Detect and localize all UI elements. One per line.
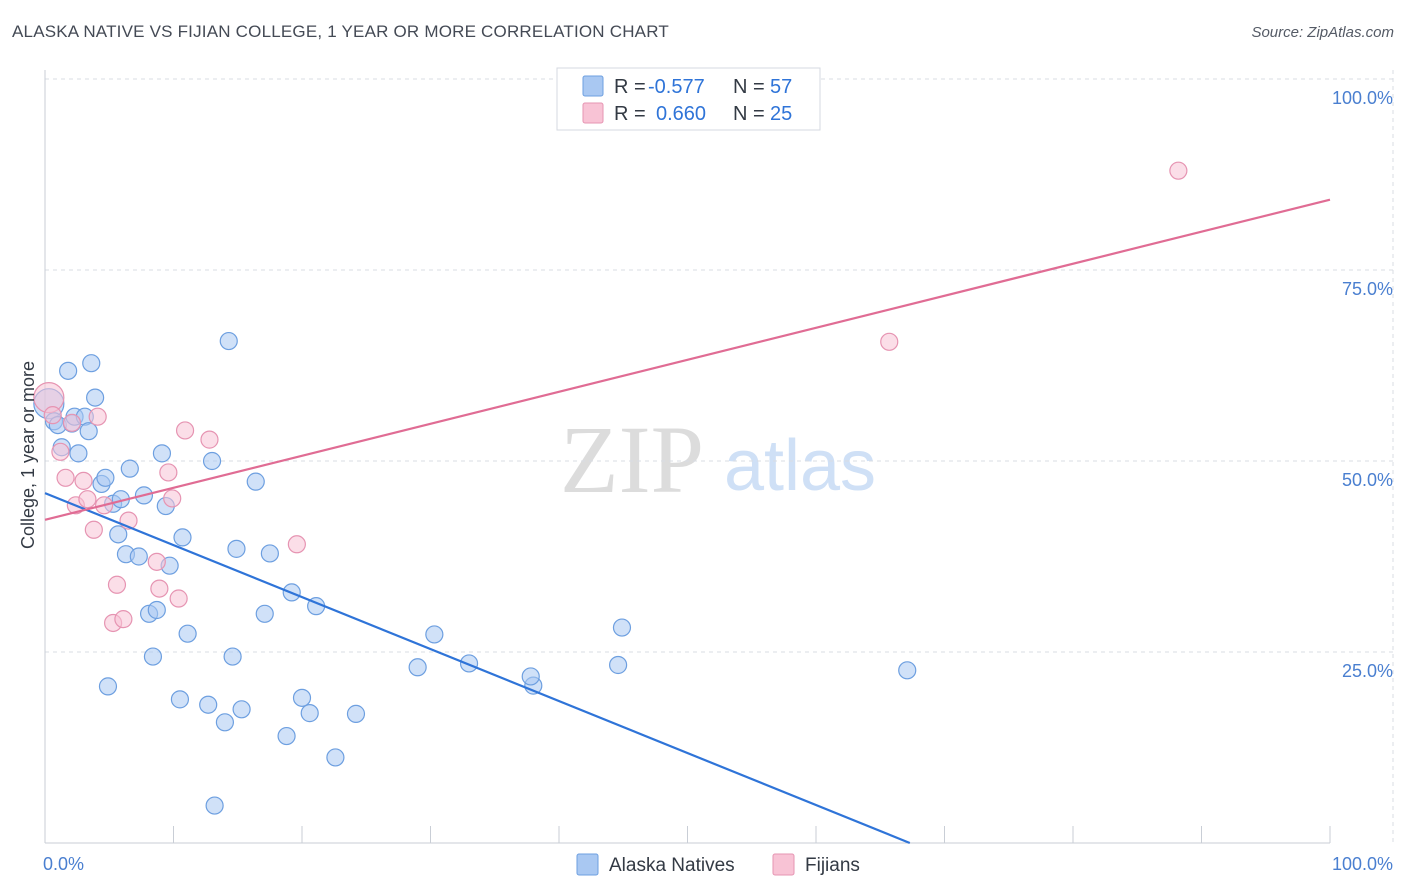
legend-r-value-2: 0.660 — [656, 103, 706, 125]
legend-swatch-pink — [582, 102, 604, 124]
legend-n-value-1: 57 — [770, 76, 792, 98]
fijians-point — [147, 552, 166, 571]
alaska-natives-point — [260, 544, 279, 563]
trend-lines — [44, 198, 1331, 845]
fijians-point — [114, 610, 133, 629]
alaska-natives-point — [459, 654, 479, 673]
alaska-natives-point — [173, 528, 192, 547]
x-tick-label: 0.0% — [43, 854, 84, 874]
alaska-natives-trendline — [44, 492, 911, 845]
alaska-natives-point — [227, 539, 246, 558]
y-tick-label: 100.0% — [1332, 88, 1393, 108]
x-tick-label: 100.0% — [1332, 854, 1393, 874]
alaska-natives-point — [202, 451, 222, 471]
alaska-natives-point — [425, 625, 444, 644]
alaska-natives-point — [205, 796, 224, 815]
alaska-natives-point — [346, 704, 366, 723]
legend-n-label-1: N = — [733, 76, 765, 98]
axes — [44, 70, 1331, 844]
series-legend-swatch-alaska — [576, 853, 599, 876]
alaska-natives-point — [143, 647, 163, 666]
alaska-natives-point — [612, 618, 632, 637]
alaska-natives-point — [255, 604, 274, 623]
alaska-natives-point — [246, 472, 265, 491]
alaska-natives-point — [59, 361, 78, 380]
fijians-point — [150, 579, 169, 598]
fijians-point — [880, 332, 899, 351]
fijians-point — [107, 575, 127, 594]
alaska-natives-point — [147, 600, 166, 620]
alaska-natives-point — [96, 468, 115, 487]
alaska-natives-point — [178, 624, 197, 643]
fijians-point — [51, 442, 70, 461]
alaska-natives-point — [109, 525, 128, 544]
alaska-natives-point — [86, 388, 105, 407]
y-tick-label: 50.0% — [1342, 470, 1393, 490]
grid-lines — [45, 70, 1395, 843]
y-tick-label: 75.0% — [1342, 279, 1393, 299]
y-axis-label: College, 1 year or more — [18, 361, 38, 549]
alaska-natives-point — [82, 354, 101, 373]
alaska-natives-point — [170, 690, 190, 709]
alaska-natives-point — [408, 658, 427, 677]
alaska-natives-point — [69, 444, 88, 463]
fijians-point — [62, 413, 82, 432]
y-tick-label: 25.0% — [1342, 661, 1393, 681]
fijians-point — [175, 421, 195, 440]
alaska-natives-point — [300, 704, 319, 723]
fijians-point — [287, 535, 306, 554]
fijians-point — [1169, 161, 1188, 180]
fijians-point — [56, 468, 75, 487]
alaska-natives-point — [219, 331, 238, 351]
watermark-zip: ZIP — [560, 406, 704, 513]
fijians-point — [163, 489, 182, 508]
correlation-legend: R = -0.577 N = 57 R = 0.660 N = 25 — [556, 67, 821, 131]
series-legend-label-fijians: Fijians — [805, 855, 860, 876]
chart-title: ALASKA NATIVE VS FIJIAN COLLEGE, 1 YEAR … — [12, 22, 669, 41]
legend-r-label-1: R = — [614, 76, 646, 98]
fijians-point — [84, 520, 103, 539]
data-points — [33, 161, 1188, 815]
alaska-natives-point — [292, 688, 312, 707]
alaska-natives-point — [609, 655, 628, 675]
fijians-point — [88, 407, 107, 426]
fijians-point — [78, 490, 97, 509]
fijians-point — [43, 406, 62, 425]
fijians-point — [200, 430, 219, 449]
alaska-natives-point — [232, 700, 251, 719]
fijians-point — [74, 471, 93, 490]
alaska-natives-point — [326, 748, 345, 767]
tick-labels: 25.0% 50.0% 75.0% 100.0% 0.0% 100.0% — [43, 88, 1393, 874]
alaska-natives-point — [199, 695, 218, 714]
fijians-point — [159, 463, 178, 482]
alaska-natives-point — [521, 667, 540, 686]
legend-n-value-2: 25 — [770, 103, 792, 125]
alaska-natives-point — [277, 726, 296, 746]
alaska-natives-point — [223, 647, 242, 666]
fijians-trendline — [44, 198, 1331, 521]
legend-r-label-2: R = — [614, 103, 646, 125]
series-legend: Alaska Natives Fijians — [576, 853, 860, 876]
alaska-natives-point — [98, 677, 118, 696]
series-legend-swatch-fijians — [772, 853, 795, 876]
alaska-natives-point — [120, 459, 139, 478]
alaska-natives-point — [79, 422, 98, 441]
source-credit: Source: ZipAtlas.com — [1251, 24, 1394, 41]
series-legend-label-alaska: Alaska Natives — [609, 855, 735, 876]
legend-swatch-blue — [582, 75, 604, 97]
alaska-natives-point — [898, 661, 917, 680]
alaska-natives-point — [129, 547, 148, 566]
alaska-natives-point — [215, 713, 234, 732]
legend-n-label-2: N = — [733, 103, 765, 125]
alaska-natives-point — [152, 444, 172, 463]
watermark-atlas: atlas — [724, 426, 876, 506]
legend-r-value-1: -0.577 — [648, 76, 705, 98]
fijians-point — [169, 589, 188, 608]
